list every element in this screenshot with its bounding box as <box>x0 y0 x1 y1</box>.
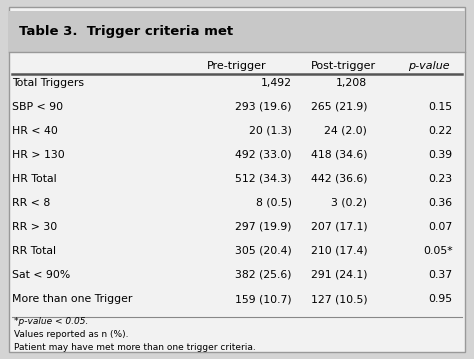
Text: 210 (17.4): 210 (17.4) <box>311 246 367 256</box>
Text: 207 (17.1): 207 (17.1) <box>311 222 367 232</box>
Text: 305 (20.4): 305 (20.4) <box>235 246 292 256</box>
Text: Table 3.  Trigger criteria met: Table 3. Trigger criteria met <box>19 25 233 38</box>
Text: 297 (19.9): 297 (19.9) <box>235 222 292 232</box>
Text: Post-trigger: Post-trigger <box>311 61 376 71</box>
Text: 3 (0.2): 3 (0.2) <box>331 198 367 208</box>
Text: 0.15: 0.15 <box>428 102 453 112</box>
Text: 442 (36.6): 442 (36.6) <box>311 174 367 184</box>
Text: Pre-trigger: Pre-trigger <box>207 61 267 71</box>
Text: 24 (2.0): 24 (2.0) <box>325 126 367 136</box>
Text: Patient may have met more than one trigger criteria.: Patient may have met more than one trigg… <box>14 343 256 353</box>
Text: HR < 40: HR < 40 <box>12 126 58 136</box>
Text: 291 (24.1): 291 (24.1) <box>311 270 367 280</box>
Text: HR > 130: HR > 130 <box>12 150 64 160</box>
Text: SBP < 90: SBP < 90 <box>12 102 63 112</box>
Text: Sat < 90%: Sat < 90% <box>12 270 70 280</box>
Text: 418 (34.6): 418 (34.6) <box>311 150 367 160</box>
Text: More than one Trigger: More than one Trigger <box>12 294 132 304</box>
Text: 0.39: 0.39 <box>428 150 453 160</box>
Text: *p-value < 0.05.: *p-value < 0.05. <box>14 317 89 326</box>
Text: 1,208: 1,208 <box>336 78 367 88</box>
Text: 127 (10.5): 127 (10.5) <box>311 294 367 304</box>
FancyBboxPatch shape <box>9 11 465 52</box>
Text: 265 (21.9): 265 (21.9) <box>311 102 367 112</box>
Text: 0.95: 0.95 <box>428 294 453 304</box>
Text: 159 (10.7): 159 (10.7) <box>235 294 292 304</box>
Text: 293 (19.6): 293 (19.6) <box>235 102 292 112</box>
Text: Values reported as n (%).: Values reported as n (%). <box>14 330 129 339</box>
Text: p-value: p-value <box>408 61 450 71</box>
Text: 512 (34.3): 512 (34.3) <box>235 174 292 184</box>
Text: RR > 30: RR > 30 <box>12 222 57 232</box>
Text: 20 (1.3): 20 (1.3) <box>249 126 292 136</box>
Text: RR < 8: RR < 8 <box>12 198 50 208</box>
Text: 8 (0.5): 8 (0.5) <box>255 198 292 208</box>
Text: 1,492: 1,492 <box>261 78 292 88</box>
Text: 0.37: 0.37 <box>428 270 453 280</box>
Text: Total Triggers: Total Triggers <box>12 78 84 88</box>
Text: 0.23: 0.23 <box>428 174 453 184</box>
Text: RR Total: RR Total <box>12 246 56 256</box>
Text: 0.22: 0.22 <box>428 126 453 136</box>
Text: 492 (33.0): 492 (33.0) <box>235 150 292 160</box>
Text: 0.36: 0.36 <box>428 198 453 208</box>
Text: HR Total: HR Total <box>12 174 56 184</box>
Text: 382 (25.6): 382 (25.6) <box>235 270 292 280</box>
FancyBboxPatch shape <box>9 7 465 352</box>
Text: 0.05*: 0.05* <box>423 246 453 256</box>
Text: 0.07: 0.07 <box>428 222 453 232</box>
